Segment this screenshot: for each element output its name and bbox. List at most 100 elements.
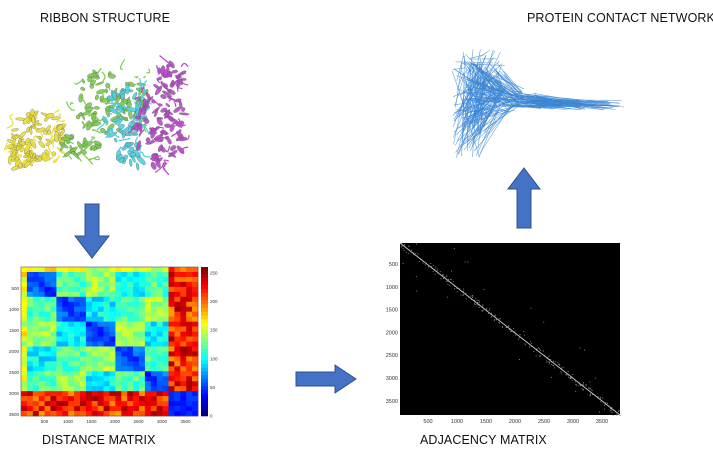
ribbon-helix <box>129 158 133 167</box>
ribbon-helix <box>121 116 129 122</box>
ribbon-helix <box>69 146 78 154</box>
network-edge <box>460 65 462 73</box>
distance-colorbar-segment <box>201 389 208 394</box>
distance-heatmap-cell <box>91 286 98 293</box>
distance-heatmap-cell <box>139 306 146 312</box>
distance-heatmap-cell <box>97 311 104 317</box>
distance-heatmap-cell <box>186 281 193 288</box>
distance-heatmap-cell <box>162 411 169 417</box>
distance-colorbar-segment <box>201 319 208 324</box>
ribbon-helix <box>26 126 30 133</box>
distance-heatmap-cell <box>168 396 175 402</box>
distance-heatmap-cell <box>85 316 93 322</box>
distance-heatmap-cell <box>144 321 152 327</box>
distance-heatmap-cell <box>26 301 34 308</box>
distance-heatmap-cell <box>68 291 75 298</box>
distance-heatmap-cell <box>150 366 157 372</box>
distance-heatmap-cell <box>139 411 146 417</box>
distance-heatmap-cell <box>162 267 169 273</box>
distance-heatmap-cell <box>192 311 199 317</box>
distance-heatmap-cell <box>50 296 57 303</box>
distance-heatmap-cell <box>186 376 193 382</box>
distance-heatmap-cell <box>133 286 140 293</box>
distance-heatmap-cell <box>26 321 34 327</box>
distance-heatmap-cell <box>38 286 45 293</box>
distance-heatmap-cell <box>50 281 57 288</box>
distance-heatmap-cell <box>127 331 134 337</box>
distance-heatmap-cell <box>91 351 98 357</box>
ribbon-loop <box>96 120 109 131</box>
adjacency-contact <box>472 297 474 298</box>
distance-heatmap-cell <box>32 386 39 392</box>
distance-heatmap-cell <box>21 316 28 322</box>
distance-heatmap-cell <box>62 271 69 278</box>
distance-heatmap-cell <box>133 281 140 288</box>
distance-heatmap-cell <box>168 321 175 327</box>
distance-heatmap-cell <box>180 356 187 362</box>
adjacency-contact <box>447 296 449 298</box>
distance-heatmap-cell <box>91 336 98 342</box>
distance-heatmap-cell <box>133 276 140 283</box>
distance-heatmap-cell <box>80 386 87 392</box>
distance-heatmap-cell <box>97 396 104 402</box>
distance-heatmap-cell <box>127 351 134 357</box>
network-edge <box>520 95 595 105</box>
distance-heatmap-cell <box>127 411 134 417</box>
distance-matrix-label: DISTANCE MATRIX <box>42 433 156 447</box>
distance-heatmap-cell <box>74 386 81 392</box>
ribbon-helix <box>145 92 151 100</box>
adjacency-contact <box>553 360 555 362</box>
distance-colorbar-segment <box>201 267 208 272</box>
distance-heatmap-cell <box>127 376 134 382</box>
distance-heatmap-cell <box>115 316 122 322</box>
distance-heatmap-cell <box>97 271 104 278</box>
ribbon-helix <box>45 125 51 132</box>
ribbon-loop <box>44 135 54 146</box>
ribbon-loop <box>139 126 143 131</box>
distance-heatmap-cell <box>121 316 128 322</box>
distance-heatmap-cell <box>127 267 134 273</box>
distance-heatmap-cell <box>144 271 152 278</box>
ribbon-loop <box>66 101 75 112</box>
distance-heatmap-cell <box>44 401 51 407</box>
distance-x-tick-label: 500 <box>41 419 49 424</box>
ribbon-loop <box>174 118 181 127</box>
distance-heatmap-cell <box>156 301 163 308</box>
distance-heatmap-cell <box>103 366 110 372</box>
adjacency-contact <box>582 388 584 390</box>
distance-heatmap-cell <box>44 411 51 417</box>
distance-heatmap-cell <box>32 411 39 417</box>
ribbon-helix <box>164 110 171 119</box>
distance-colorbar-tick-label: 150 <box>210 328 218 333</box>
distance-heatmap-cell <box>21 386 28 392</box>
adjacency-contact <box>447 283 449 285</box>
distance-heatmap-cell <box>127 386 134 392</box>
distance-heatmap-cell <box>109 356 116 362</box>
adjacency-contact <box>435 266 437 268</box>
distance-heatmap-cell <box>21 406 28 412</box>
distance-heatmap-cell <box>133 391 140 397</box>
adjacency-contact <box>487 313 489 314</box>
distance-heatmap-cell <box>32 401 39 407</box>
network-edge <box>464 53 480 69</box>
distance-colorbar-segment <box>201 337 208 342</box>
distance-heatmap-cell <box>139 401 146 407</box>
adjacency-contact <box>604 403 606 405</box>
distance-heatmap-cell <box>97 361 104 367</box>
adjacency-contact <box>474 299 476 301</box>
adjacency-contact <box>536 348 538 350</box>
distance-heatmap-cell <box>186 321 193 327</box>
distance-heatmap-cell <box>127 306 134 312</box>
distance-heatmap-cell <box>97 321 104 327</box>
ribbon-helix <box>59 128 65 137</box>
adjacency-contact <box>460 294 462 296</box>
ribbon-loop <box>135 136 139 145</box>
distance-heatmap-cell <box>50 336 57 342</box>
network-edge <box>475 96 502 100</box>
distance-heatmap-cell <box>156 411 163 417</box>
distance-heatmap-cell <box>97 286 104 293</box>
ribbon-loop <box>156 77 162 84</box>
distance-heatmap-cell <box>74 267 81 273</box>
distance-heatmap-cell <box>62 356 69 362</box>
distance-heatmap-cell <box>44 331 51 337</box>
